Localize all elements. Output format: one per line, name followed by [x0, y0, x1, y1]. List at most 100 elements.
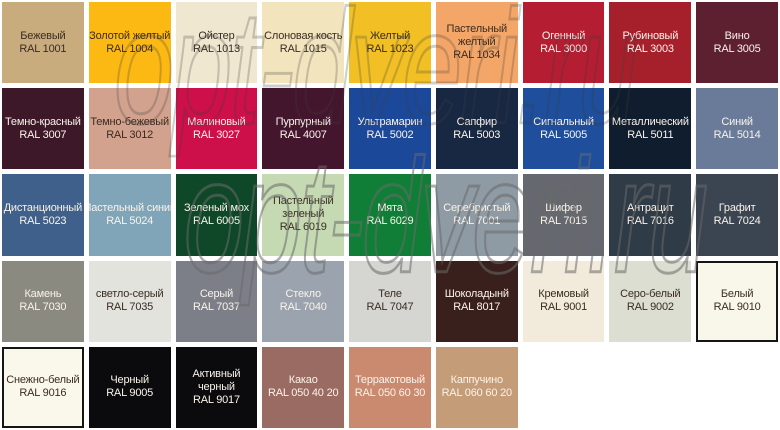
- swatch-code: RAL 7037: [192, 301, 240, 314]
- swatch-name: Пастельный зеленый: [272, 195, 334, 221]
- swatch-code: RAL 7001: [453, 214, 501, 227]
- swatch-name: Черный: [110, 374, 149, 387]
- swatch-code: RAL 3027: [192, 128, 240, 141]
- color-swatch-ral-5023: Дистанционный RAL 5023: [2, 174, 84, 256]
- color-swatch-ral-3000: Огенный RAL 3000: [522, 2, 605, 84]
- swatch-code: RAL 9005: [106, 387, 154, 400]
- color-swatch-ral-3012: Темно-бежевый RAL 3012: [88, 88, 171, 170]
- swatch-name: Золотой желтый: [89, 29, 171, 42]
- color-swatch-ral-5005: Сигнальный RAL 5005: [522, 88, 605, 170]
- color-swatch-ral-3005: Вино RAL 3005: [696, 2, 778, 84]
- swatch-name: Стекло: [285, 288, 322, 301]
- swatch-name: Пурпурный: [275, 115, 331, 128]
- color-swatch-ral-5024: Пастельный синийRAL 5024: [88, 174, 171, 256]
- swatch-code: RAL 7040: [279, 301, 327, 314]
- swatch-name: Ультрамарин: [357, 115, 423, 128]
- color-swatch-ral-9010: Белый RAL 9010: [696, 260, 778, 342]
- swatch-code: RAL 5005: [540, 128, 587, 141]
- swatch-code: RAL 3012: [106, 128, 154, 141]
- swatch-name: Зеленый мох: [183, 201, 249, 214]
- swatch-name: Слоновая кость: [264, 29, 343, 42]
- swatch-code: RAL 9017: [192, 393, 240, 406]
- swatch-code: RAL 7030: [19, 301, 67, 314]
- swatch-name: Белый: [720, 288, 754, 301]
- color-swatch-ral-1034: Пастельный желтый RAL 1034: [435, 2, 518, 84]
- swatch-code: RAL 9010: [713, 301, 761, 314]
- color-swatch-ral-9002: Серо-белый RAL 9002: [609, 260, 692, 342]
- swatch-name: Вино: [724, 29, 750, 42]
- swatch-code: RAL 5014: [713, 128, 761, 141]
- swatch-name: Бежевый: [20, 29, 66, 42]
- swatch-name: Серый: [199, 288, 234, 301]
- swatch-code: RAL 050 40 20: [268, 387, 339, 400]
- swatch-code: RAL 1013: [192, 42, 240, 55]
- color-swatch-ral-3007: Темно-красный RAL 3007: [2, 88, 84, 170]
- swatch-name: Рубиновый: [622, 29, 679, 42]
- color-swatch-ral-5002: Ультрамарин RAL 5002: [349, 88, 431, 170]
- swatch-code: RAL 1004: [106, 42, 154, 55]
- swatch-code: RAL 6005: [192, 214, 240, 227]
- swatch-name: Камень: [24, 288, 62, 301]
- swatch-code: RAL 5002: [366, 128, 414, 141]
- color-swatch-ral-6019: Пастельный зеленый RAL 6019: [262, 174, 345, 256]
- color-swatch-ral-3027: Малиновый RAL 3027: [175, 88, 258, 170]
- color-swatch-ral-4007: Пурпурный RAL 4007: [262, 88, 345, 170]
- swatch-name: Желтый: [369, 29, 411, 42]
- swatch-code: RAL 6019: [279, 221, 327, 234]
- color-swatch-ral-7024: Графит RAL 7024: [696, 174, 778, 256]
- swatch-name: Темно-бежевый: [90, 115, 169, 128]
- swatch-name: Каппучино: [450, 374, 503, 387]
- color-swatch-ral-050-40-20: Какао RAL 050 40 20: [262, 346, 345, 428]
- swatch-name: Дистанционный: [3, 201, 83, 214]
- color-swatch-ral-7015: Шифер RAL 7015: [522, 174, 605, 256]
- swatch-code: RAL 3005: [713, 42, 761, 55]
- swatch-code: RAL 3003: [626, 42, 674, 55]
- swatch-code: RAL 8017: [453, 301, 501, 314]
- swatch-code: RAL 060 60 20: [441, 387, 513, 400]
- swatch-name: Шифер: [545, 201, 582, 214]
- swatch-name: Терракотовый: [355, 374, 425, 387]
- color-swatch-ral-7047: Теле RAL 7047: [349, 260, 431, 342]
- color-swatch-ral-050-60-30: Терракотовый RAL 050 60 30: [349, 346, 431, 428]
- swatch-code: RAL 1001: [19, 42, 67, 55]
- swatch-code: RAL 5003: [453, 128, 501, 141]
- swatch-code: RAL 6029: [366, 214, 414, 227]
- swatch-name: Металлический: [611, 115, 689, 128]
- color-swatch-ral-9005: Черный RAL 9005: [88, 346, 171, 428]
- color-swatch-ral-5011: Металлический RAL 5011: [609, 88, 692, 170]
- swatch-name: Снежно-белый: [6, 374, 80, 387]
- color-swatch-ral-8017: Шоколадынй RAL 8017: [435, 260, 518, 342]
- color-swatch-ral-5014: Синий RAL 5014: [696, 88, 778, 170]
- swatch-name: Шоколадынй: [444, 288, 509, 301]
- color-swatch-ral-1004: Золотой желтый RAL 1004: [88, 2, 171, 84]
- swatch-name: Кремовый: [538, 288, 589, 301]
- color-swatch-ral-6029: Мята RAL 6029: [349, 174, 431, 256]
- swatch-code: RAL 7035: [106, 301, 154, 314]
- swatch-code: RAL 7024: [713, 214, 761, 227]
- color-swatch-ral-7016: Антрацит RAL 7016: [609, 174, 692, 256]
- color-swatch-ral-9016: Снежно-белый RAL 9016: [2, 346, 84, 428]
- color-swatch-ral-1015: Слоновая кость RAL 1015: [262, 2, 345, 84]
- color-swatch-ral-6005: Зеленый мох RAL 6005: [175, 174, 258, 256]
- swatch-name: Сапфир: [456, 115, 497, 128]
- color-swatch-ral-5003: Сапфир RAL 5003: [435, 88, 518, 170]
- swatch-name: Темно-красный: [5, 115, 81, 128]
- swatch-code: RAL 9001: [540, 301, 587, 314]
- swatch-name: Сигнальный: [533, 115, 594, 128]
- swatch-name: Серебристый: [443, 201, 511, 214]
- swatch-name: Теле: [378, 288, 402, 301]
- color-swatch-ral-1023: Желтый RAL 1023: [349, 2, 431, 84]
- swatch-code: RAL 4007: [279, 128, 327, 141]
- swatch-code: RAL 1015: [279, 42, 327, 55]
- color-swatch-ral-1013: Ойстер RAL 1013: [175, 2, 258, 84]
- color-swatch-ral-7001: Серебристый RAL 7001: [435, 174, 518, 256]
- color-swatch-ral-9001: Кремовый RAL 9001: [522, 260, 605, 342]
- swatch-name: Активный черный: [192, 367, 241, 393]
- color-swatch-ral-7040: Стекло RAL 7040: [262, 260, 345, 342]
- swatch-code: RAL 050 60 30: [354, 387, 426, 400]
- swatch-name: Мята: [377, 201, 403, 214]
- swatch-code: RAL 3000: [540, 42, 587, 55]
- swatch-code: RAL 1023: [366, 42, 414, 55]
- swatch-name: Огенный: [541, 29, 586, 42]
